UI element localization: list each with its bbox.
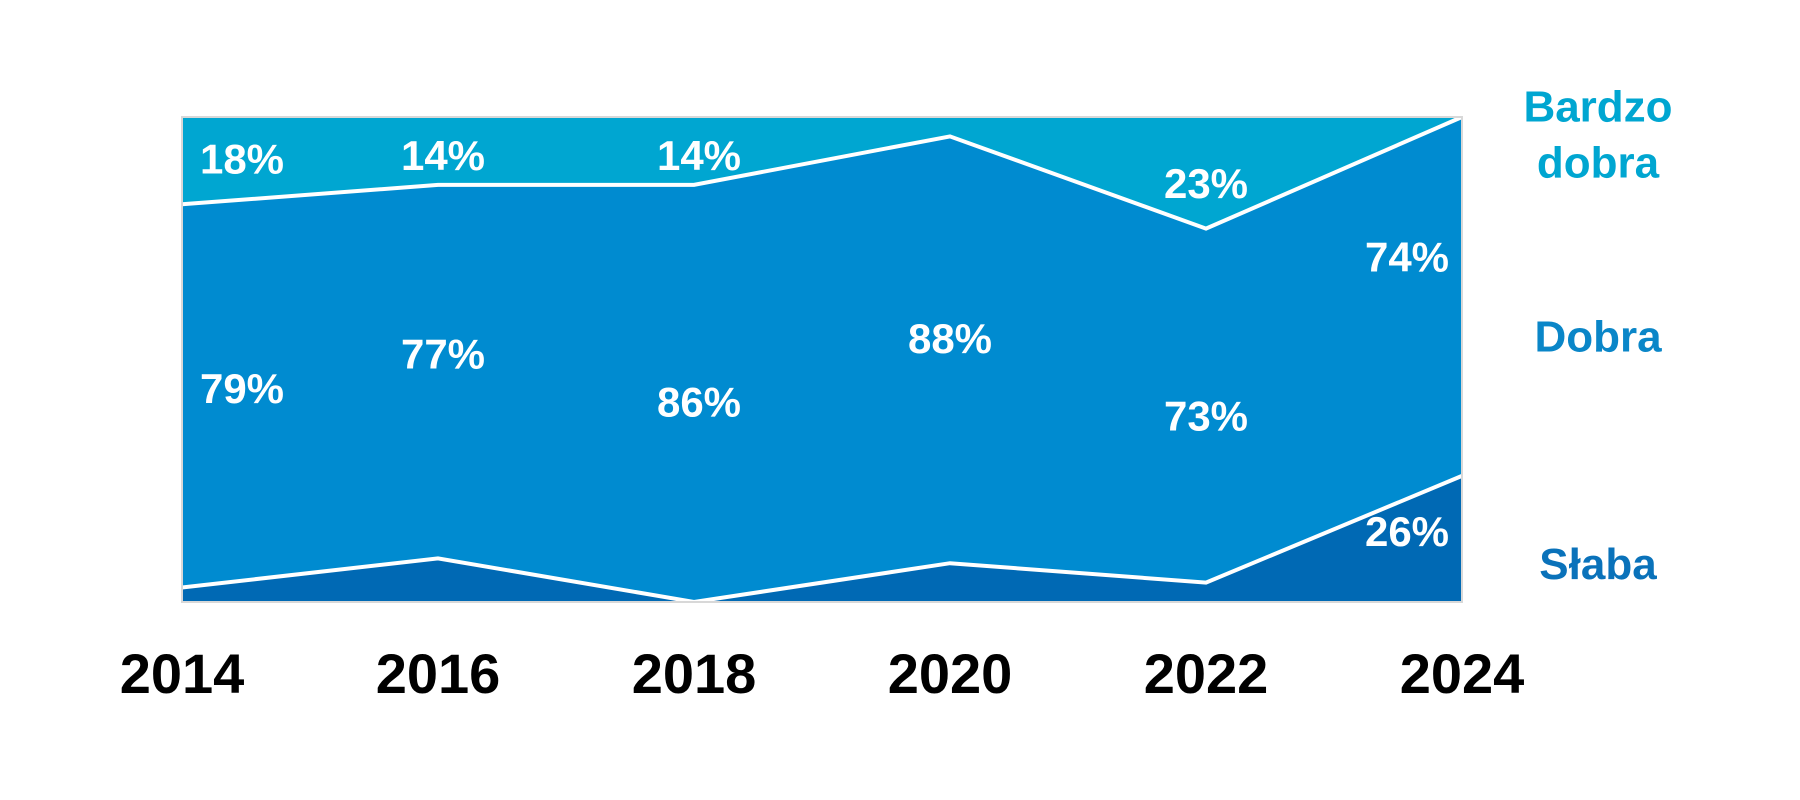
data-label: 14%: [657, 132, 741, 179]
area-bardzo-dobra: [182, 117, 1462, 229]
x-tick-label: 2020: [888, 642, 1013, 705]
series-boundary-line: [181, 474, 1463, 605]
x-tick-label: 2024: [1400, 642, 1525, 705]
data-label: 73%: [1164, 393, 1248, 440]
data-label: 86%: [657, 379, 741, 426]
x-axis-ticks: 2014 2016 2018 2020 2022 2024: [120, 642, 1525, 705]
x-tick-label: 2014: [120, 642, 245, 705]
data-label: 74%: [1365, 233, 1449, 280]
data-label: 88%: [908, 315, 992, 362]
data-label: 77%: [401, 331, 485, 378]
plot-frame: [181, 116, 1463, 603]
data-label: 23%: [1164, 160, 1248, 207]
series-boundary-line: [181, 115, 1463, 231]
data-label: 26%: [1365, 508, 1449, 555]
x-tick-label: 2016: [376, 642, 501, 705]
data-label: 18%: [200, 136, 284, 183]
legend-label: Dobra: [1534, 312, 1662, 361]
data-label: 79%: [200, 365, 284, 412]
legend: Bardzo dobra Dobra Słaba: [1523, 82, 1672, 589]
x-tick-label: 2018: [632, 642, 757, 705]
area-dobra: [182, 117, 1462, 602]
data-labels: 18% 14% 14% 23% 79% 77% 86% 88% 73% 74% 26%: [200, 132, 1449, 555]
x-tick-label: 2022: [1144, 642, 1269, 705]
legend-label: Słaba: [1539, 540, 1657, 589]
legend-label: dobra: [1537, 138, 1660, 187]
series-boundaries: [181, 115, 1463, 605]
legend-label: Bardzo: [1523, 82, 1672, 131]
data-label: 14%: [401, 132, 485, 179]
